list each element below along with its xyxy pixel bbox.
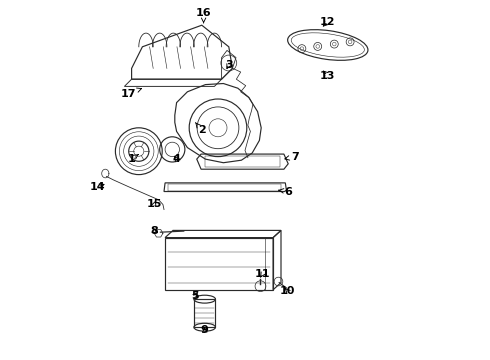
Text: 17: 17 bbox=[120, 88, 142, 99]
Text: 6: 6 bbox=[279, 186, 292, 197]
Text: 3: 3 bbox=[225, 60, 233, 70]
Text: 11: 11 bbox=[254, 269, 270, 279]
Text: 16: 16 bbox=[196, 8, 211, 23]
Text: 5: 5 bbox=[191, 291, 198, 301]
Text: 13: 13 bbox=[320, 71, 336, 81]
Text: 1: 1 bbox=[128, 154, 138, 164]
Text: 10: 10 bbox=[280, 286, 295, 296]
Text: 15: 15 bbox=[147, 199, 162, 210]
Text: 14: 14 bbox=[90, 182, 105, 192]
Text: 2: 2 bbox=[196, 122, 206, 135]
Text: 12: 12 bbox=[320, 17, 336, 27]
Text: 9: 9 bbox=[201, 325, 209, 336]
Text: 7: 7 bbox=[285, 152, 299, 162]
Text: 4: 4 bbox=[172, 154, 180, 164]
Text: 8: 8 bbox=[150, 226, 158, 236]
